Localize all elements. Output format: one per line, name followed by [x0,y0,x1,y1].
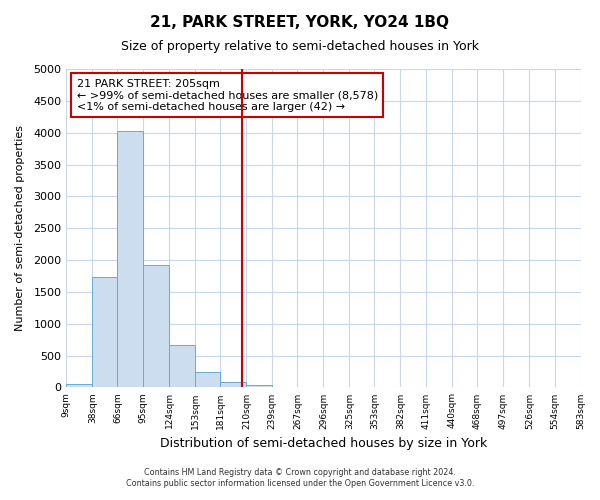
Bar [92,278,118,388]
Y-axis label: Number of semi-detached properties: Number of semi-detached properties [15,125,25,331]
X-axis label: Distribution of semi-detached houses by size in York: Distribution of semi-detached houses by … [160,437,487,450]
Bar [196,372,220,388]
Text: 21, PARK STREET, YORK, YO24 1BQ: 21, PARK STREET, YORK, YO24 1BQ [151,15,449,30]
Bar [67,384,92,388]
Bar [118,132,143,388]
Bar [247,385,272,388]
Bar [220,382,247,388]
Bar [169,346,196,388]
Text: 21 PARK STREET: 205sqm
← >99% of semi-detached houses are smaller (8,578)
<1% of: 21 PARK STREET: 205sqm ← >99% of semi-de… [77,78,378,112]
Bar [143,264,169,388]
Text: Contains HM Land Registry data © Crown copyright and database right 2024.
Contai: Contains HM Land Registry data © Crown c… [126,468,474,487]
Text: Size of property relative to semi-detached houses in York: Size of property relative to semi-detach… [121,40,479,53]
